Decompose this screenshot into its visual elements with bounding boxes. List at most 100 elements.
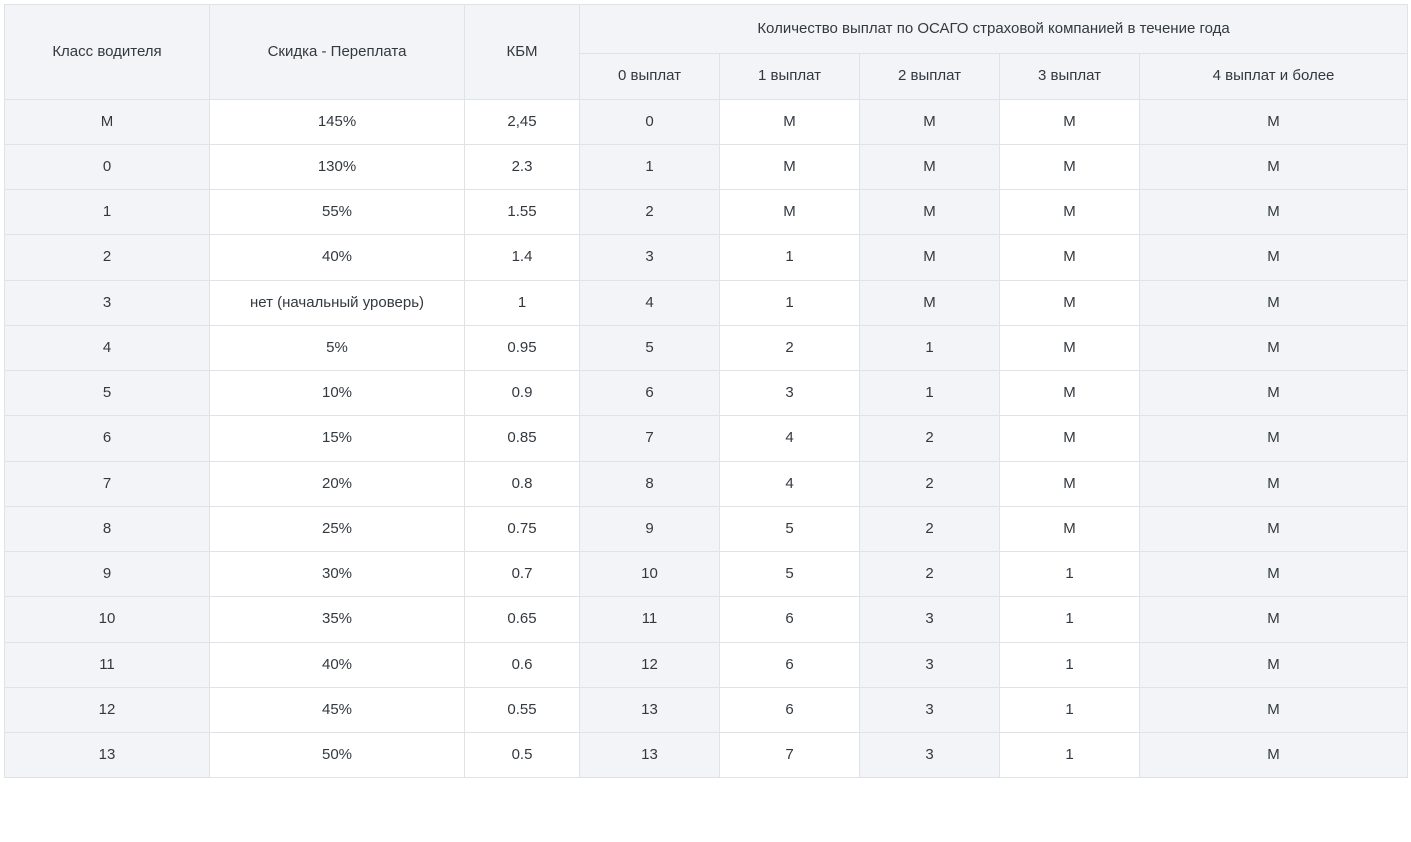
cell-p3: М [1000,99,1140,144]
cell-p3: М [1000,144,1140,189]
table-row: 3нет (начальный уроверь)141МММ [5,280,1408,325]
cell-p2: 3 [860,733,1000,778]
cell-p3: М [1000,325,1140,370]
cell-p0: 12 [580,642,720,687]
cell-p1: 6 [720,597,860,642]
cell-class: 8 [5,506,210,551]
cell-class: 4 [5,325,210,370]
cell-kbm: 0.5 [465,733,580,778]
cell-p4: М [1140,687,1408,732]
table-row: 1140%0.612631М [5,642,1408,687]
cell-p0: 9 [580,506,720,551]
table-row: 930%0.710521М [5,552,1408,597]
cell-class: 9 [5,552,210,597]
cell-p1: М [720,190,860,235]
cell-p1: М [720,144,860,189]
cell-p2: М [860,235,1000,280]
cell-p2: 2 [860,461,1000,506]
cell-p2: 2 [860,552,1000,597]
cell-kbm: 1.4 [465,235,580,280]
cell-p4: М [1140,416,1408,461]
cell-discount: 35% [210,597,465,642]
cell-p0: 13 [580,687,720,732]
cell-p4: М [1140,371,1408,416]
col-payouts-0: 0 выплат [580,54,720,99]
cell-class: 0 [5,144,210,189]
table-row: 1245%0.5513631М [5,687,1408,732]
cell-p0: 3 [580,235,720,280]
cell-p3: М [1000,190,1140,235]
cell-discount: 130% [210,144,465,189]
cell-class: 12 [5,687,210,732]
cell-p1: 5 [720,506,860,551]
cell-p2: М [860,99,1000,144]
cell-p4: М [1140,99,1408,144]
cell-p3: М [1000,371,1140,416]
table-row: 825%0.75952ММ [5,506,1408,551]
cell-class: 1 [5,190,210,235]
col-payouts-3: 3 выплат [1000,54,1140,99]
cell-discount: 40% [210,235,465,280]
cell-kbm: 2.3 [465,144,580,189]
cell-discount: 55% [210,190,465,235]
cell-p3: 1 [1000,597,1140,642]
table-row: 155%1.552ММММ [5,190,1408,235]
cell-p2: 3 [860,687,1000,732]
cell-kbm: 0.55 [465,687,580,732]
cell-p1: 6 [720,687,860,732]
cell-p2: М [860,144,1000,189]
kbm-table: Класс водителя Скидка - Переплата КБМ Ко… [4,4,1408,778]
cell-p1: М [720,99,860,144]
cell-p4: М [1140,506,1408,551]
cell-discount: 145% [210,99,465,144]
cell-kbm: 0.6 [465,642,580,687]
cell-p3: 1 [1000,733,1140,778]
table-row: 1350%0.513731М [5,733,1408,778]
cell-p1: 5 [720,552,860,597]
cell-p3: 1 [1000,642,1140,687]
cell-p0: 2 [580,190,720,235]
cell-p1: 4 [720,416,860,461]
table-row: 720%0.8842ММ [5,461,1408,506]
cell-p4: М [1140,190,1408,235]
cell-discount: 45% [210,687,465,732]
table-head: Класс водителя Скидка - Переплата КБМ Ко… [5,5,1408,100]
cell-p1: 6 [720,642,860,687]
cell-p1: 4 [720,461,860,506]
cell-kbm: 0.7 [465,552,580,597]
cell-p0: 11 [580,597,720,642]
cell-class: 6 [5,416,210,461]
cell-p2: М [860,280,1000,325]
cell-kbm: 0.85 [465,416,580,461]
table-row: 615%0.85742ММ [5,416,1408,461]
cell-p2: 2 [860,506,1000,551]
cell-p1: 1 [720,235,860,280]
cell-p0: 7 [580,416,720,461]
col-payouts-2: 2 выплат [860,54,1000,99]
cell-discount: нет (начальный уроверь) [210,280,465,325]
cell-class: 11 [5,642,210,687]
col-payouts-group: Количество выплат по ОСАГО страховой ком… [580,5,1408,54]
cell-class: 13 [5,733,210,778]
cell-class: 3 [5,280,210,325]
cell-p3: М [1000,461,1140,506]
cell-p0: 1 [580,144,720,189]
cell-discount: 40% [210,642,465,687]
cell-p4: М [1140,461,1408,506]
cell-class: М [5,99,210,144]
cell-p3: М [1000,280,1140,325]
cell-p4: М [1140,597,1408,642]
cell-kbm: 1.55 [465,190,580,235]
cell-discount: 5% [210,325,465,370]
cell-kbm: 0.95 [465,325,580,370]
table-row: 510%0.9631ММ [5,371,1408,416]
table-row: 240%1.431МММ [5,235,1408,280]
cell-p1: 1 [720,280,860,325]
cell-discount: 10% [210,371,465,416]
table-row: 45%0.95521ММ [5,325,1408,370]
cell-discount: 15% [210,416,465,461]
cell-p0: 8 [580,461,720,506]
cell-p2: 2 [860,416,1000,461]
cell-p4: М [1140,280,1408,325]
cell-kbm: 0.65 [465,597,580,642]
